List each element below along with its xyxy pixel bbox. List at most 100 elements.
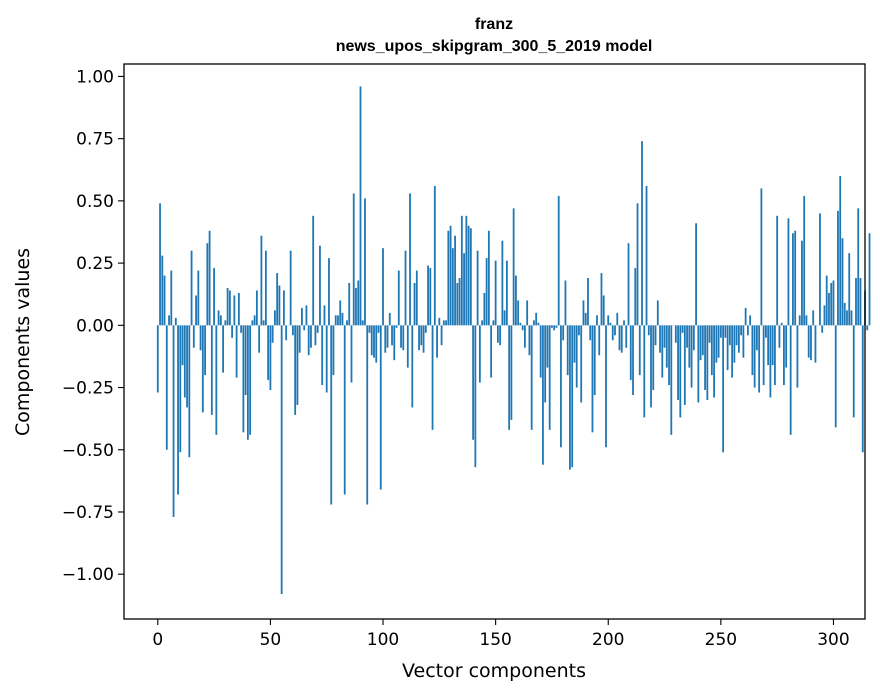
- bar: [569, 325, 571, 470]
- bar: [310, 325, 312, 348]
- bar: [814, 325, 817, 363]
- bar: [535, 312, 538, 326]
- bar: [553, 325, 556, 331]
- y-axis-ticks: 1.00 0.75 0.50 0.25 0.00 −0.25 −0.50 −0.75 −1.00: [62, 67, 124, 585]
- bar: [528, 325, 531, 356]
- bar: [600, 273, 603, 326]
- bar: [584, 312, 587, 326]
- bar: [253, 315, 256, 326]
- bar: [848, 253, 851, 326]
- bar: [605, 325, 607, 448]
- bar: [368, 325, 371, 333]
- bar: [382, 248, 384, 326]
- bar: [859, 278, 862, 326]
- bar: [625, 325, 628, 348]
- bar: [330, 325, 333, 505]
- bar: [713, 325, 715, 398]
- bar: [204, 325, 206, 376]
- bar: [679, 325, 682, 418]
- bar: [819, 213, 821, 326]
- bar: [746, 325, 749, 336]
- bar: [346, 320, 348, 326]
- bar: [548, 325, 551, 430]
- bar: [364, 198, 366, 326]
- bar: [510, 325, 513, 420]
- bar: [868, 233, 871, 326]
- bar: [332, 325, 335, 376]
- bar: [503, 310, 506, 326]
- bar: [451, 248, 454, 326]
- bar: [519, 322, 522, 326]
- bar: [542, 325, 544, 465]
- bar: [438, 317, 441, 326]
- bar: [361, 320, 364, 326]
- bar: [188, 325, 191, 458]
- bar: [785, 325, 788, 368]
- bar: [226, 287, 229, 326]
- bar: [472, 325, 474, 440]
- bar: [240, 325, 243, 333]
- x-axis-ticks: 0 50 100 150 200 250 300: [152, 619, 850, 650]
- bar: [641, 141, 643, 326]
- bar: [276, 273, 279, 326]
- bar: [366, 325, 369, 505]
- bar: [710, 325, 713, 376]
- plot-frame: [123, 63, 866, 620]
- bar: [179, 325, 182, 453]
- bar: [170, 270, 173, 326]
- bar: [454, 235, 456, 326]
- bar: [690, 325, 693, 388]
- bar: [731, 325, 734, 378]
- bar: [825, 275, 828, 326]
- x-tick-label: 50: [260, 630, 282, 650]
- bar: [564, 280, 567, 326]
- bar: [555, 325, 558, 328]
- bar: [774, 325, 776, 386]
- bar: [483, 292, 486, 326]
- bar: [580, 325, 583, 403]
- bar: [573, 325, 576, 363]
- bar: [837, 210, 839, 326]
- bar: [758, 325, 761, 393]
- bar: [409, 193, 411, 326]
- bar: [634, 268, 637, 326]
- bar: [393, 325, 396, 361]
- bar: [505, 260, 508, 326]
- bar: [794, 230, 797, 326]
- bar: [760, 188, 763, 326]
- y-tick-label: 0.25: [76, 254, 114, 274]
- bar: [508, 325, 511, 430]
- bar: [566, 325, 569, 376]
- bar: [792, 233, 794, 326]
- bar: [857, 208, 860, 326]
- x-tick-label: 150: [479, 630, 511, 650]
- bar: [192, 325, 195, 348]
- bar: [753, 325, 756, 388]
- bar: [665, 325, 668, 368]
- bar: [512, 208, 515, 326]
- bar: [521, 325, 524, 331]
- x-axis-label: Vector components: [402, 660, 586, 682]
- bar: [422, 325, 425, 353]
- bar: [744, 307, 747, 326]
- bar: [321, 325, 324, 386]
- bar: [163, 275, 166, 326]
- bar: [469, 228, 472, 326]
- bar: [749, 315, 752, 326]
- bar: [359, 86, 362, 326]
- bar: [352, 193, 355, 326]
- bar: [699, 325, 702, 361]
- bar: [515, 275, 517, 326]
- bar: [692, 325, 695, 351]
- bar: [476, 250, 479, 326]
- bar: [197, 270, 200, 326]
- bar: [742, 325, 745, 358]
- bar: [614, 325, 616, 336]
- bar: [643, 325, 646, 418]
- bar: [323, 305, 326, 326]
- bar: [397, 270, 400, 326]
- bar: [481, 320, 484, 326]
- bar: [222, 325, 224, 373]
- y-tick-label: 1.00: [76, 67, 114, 87]
- bar: [343, 325, 346, 495]
